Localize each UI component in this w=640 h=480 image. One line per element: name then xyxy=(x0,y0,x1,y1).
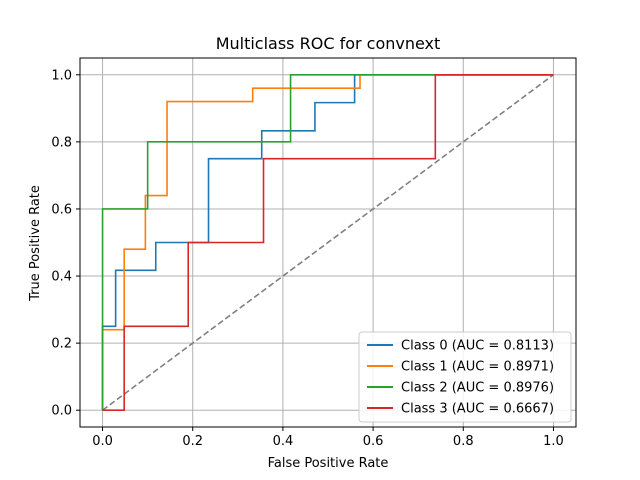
y-tick-label: 0.6 xyxy=(51,202,72,217)
legend-box xyxy=(358,331,572,423)
y-tick-label: 0.0 xyxy=(51,404,72,419)
roc-curve-class-3 xyxy=(102,73,554,412)
y-tick-label: 0.2 xyxy=(51,337,72,352)
legend-label: Class 0 (AUC = 0.8113) xyxy=(401,339,554,354)
chart-title: Multiclass ROC for convnext xyxy=(216,34,441,53)
y-tick-label: 1.0 xyxy=(51,68,72,83)
x-tick-label: 0.4 xyxy=(273,434,294,449)
legend: Class 0 (AUC = 0.8113) Class 1 (AUC = 0.8… xyxy=(358,331,572,423)
x-tick-label: 0.0 xyxy=(92,434,113,449)
y-tick-label: 0.8 xyxy=(51,135,72,150)
x-tick-label: 0.6 xyxy=(363,434,384,449)
legend-label: Class 3 (AUC = 0.6667) xyxy=(401,402,554,417)
y-axis-label: True Positive Rate xyxy=(28,185,43,302)
roc-curve-class-0 xyxy=(101,73,554,411)
legend-label: Class 2 (AUC = 0.8976) xyxy=(401,381,554,396)
ticks-layer: 0.0 0.2 0.4 0.6 0.8 1.0 0.0 0.2 0.4 0.6 0.8 1.0 xyxy=(51,68,563,449)
x-tick-label: 0.2 xyxy=(182,434,203,449)
x-tick-label: 0.8 xyxy=(453,434,474,449)
roc-curve-class-2 xyxy=(101,73,554,411)
chance-baseline-line xyxy=(102,74,554,411)
plot-frame xyxy=(79,57,577,428)
y-tick-label: 0.4 xyxy=(51,270,72,285)
legend-label: Class 1 (AUC = 0.8971) xyxy=(401,360,554,375)
baseline-layer xyxy=(102,74,554,411)
x-tick-label: 1.0 xyxy=(543,434,564,449)
series-layer xyxy=(101,73,554,412)
x-axis-label: False Positive Rate xyxy=(268,456,389,471)
